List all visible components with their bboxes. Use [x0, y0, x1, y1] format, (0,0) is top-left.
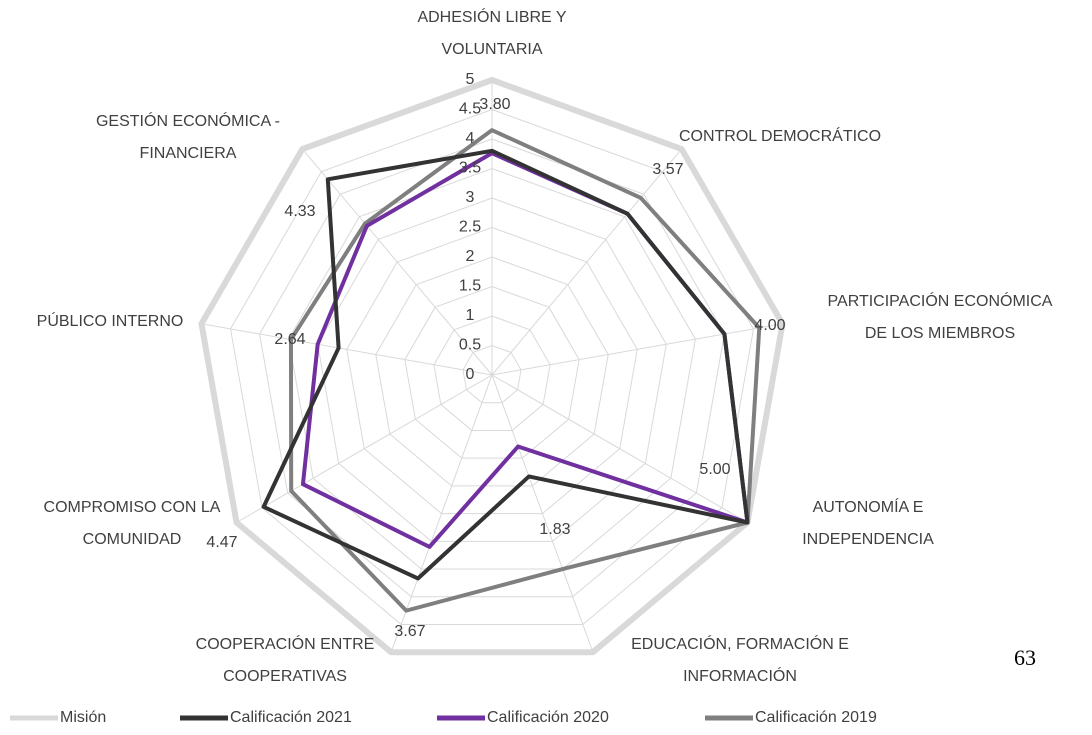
spoke: [390, 374, 493, 653]
data-label: 4.00: [754, 317, 785, 334]
data-label: 2.64: [274, 331, 305, 348]
legend-label: Calificación 2020: [487, 709, 609, 726]
series-line: [261, 148, 750, 581]
axis-label: DE LOS MIEMBROS: [865, 325, 1015, 342]
axis-label: PÚBLICO INTERNO: [37, 311, 184, 330]
axis-label: INFORMACIÓN: [683, 666, 797, 685]
series-line: [288, 128, 762, 613]
axis-label: FINANCIERA: [140, 145, 237, 162]
grid-ring: [404, 285, 580, 459]
grid-ring: [346, 226, 638, 515]
data-label: 4.47: [206, 534, 237, 551]
spoke: [491, 374, 748, 523]
legend-label: Calificación 2021: [230, 709, 352, 726]
axis-label: INDEPENDENCIA: [802, 531, 934, 548]
r-tick-label: 5: [466, 71, 475, 88]
axis-label: ADHESIÓN LIBRE Y: [417, 7, 566, 26]
axis-label: AUTONOMÍA E: [813, 497, 924, 516]
axis-label: PARTICIPACIÓN ECONÓMICA: [828, 291, 1053, 310]
data-label: 1.83: [539, 521, 570, 538]
page-number: 63: [1014, 645, 1036, 670]
axis-label: COOPERACIÓN ENTRE: [196, 634, 375, 653]
r-tick-label: 4.5: [459, 101, 481, 118]
grid-ring: [317, 197, 667, 542]
r-tick-label: 4: [466, 130, 475, 147]
r-tick-label: 3: [466, 189, 475, 206]
grid-ring: [259, 138, 725, 598]
data-label: 5.00: [699, 461, 730, 478]
legend-label: Misión: [60, 709, 106, 726]
axis-label: GESTIÓN ECONÓMICA -: [96, 111, 280, 130]
spoke: [236, 374, 493, 523]
spoke: [491, 323, 783, 376]
data-label: 3.80: [479, 96, 510, 113]
axis-label: EDUCACIÓN, FORMACIÓN E: [631, 634, 849, 653]
spoke: [201, 323, 493, 376]
axis-label: CONTROL DEMOCRÁTICO: [679, 126, 881, 145]
axis-label: VOLUNTARIA: [441, 41, 542, 58]
data-label: 4.33: [284, 203, 315, 220]
spoke: [491, 374, 594, 653]
data-label: 3.57: [652, 161, 683, 178]
series-line: [198, 77, 786, 656]
spoke: [491, 148, 683, 376]
r-tick-label: 1.5: [459, 278, 481, 295]
r-tick-label: 0: [466, 366, 475, 383]
grid-ring: [375, 256, 609, 487]
r-tick-label: 2: [466, 248, 475, 265]
legend-label: Calificación 2019: [755, 709, 877, 726]
data-label: 3.67: [394, 623, 425, 640]
r-tick-label: 2.5: [459, 219, 481, 236]
axis-label: COOPERATIVAS: [223, 668, 347, 685]
grid-ring: [288, 167, 696, 570]
r-tick-label: 0.5: [459, 337, 481, 354]
grid-ring: [433, 315, 551, 431]
axis-label: COMUNIDAD: [83, 531, 182, 548]
grid-ring: [230, 108, 754, 625]
axis-label: COMPROMISO CON LA: [44, 499, 221, 516]
series-line: [300, 151, 750, 549]
spoke: [301, 148, 493, 376]
r-tick-label: 3.5: [459, 160, 481, 177]
r-tick-label: 1: [466, 307, 475, 324]
grid-ring: [462, 344, 522, 404]
